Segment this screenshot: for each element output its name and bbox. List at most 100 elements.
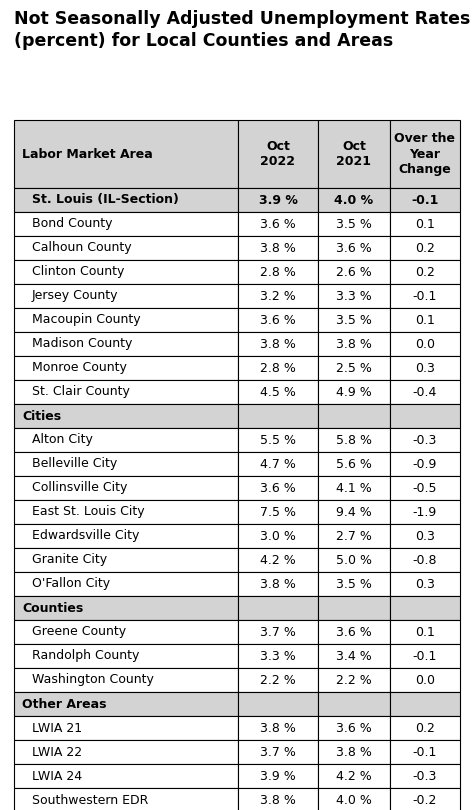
- Bar: [238, 380, 318, 404]
- Text: 4.1 %: 4.1 %: [336, 481, 372, 494]
- Bar: [14, 788, 238, 810]
- Bar: [390, 308, 460, 332]
- Text: 0.1: 0.1: [415, 313, 435, 326]
- Text: 3.8 %: 3.8 %: [336, 745, 372, 758]
- Text: 3.8 %: 3.8 %: [260, 794, 296, 807]
- Text: East St. Louis City: East St. Louis City: [32, 505, 145, 518]
- Text: -0.1: -0.1: [413, 650, 437, 663]
- Text: 9.4 %: 9.4 %: [336, 505, 372, 518]
- Bar: [14, 644, 238, 668]
- Text: 3.6 %: 3.6 %: [260, 218, 296, 231]
- Bar: [14, 428, 238, 452]
- Text: Calhoun County: Calhoun County: [32, 241, 132, 254]
- Text: 3.3 %: 3.3 %: [336, 289, 372, 302]
- Bar: [318, 356, 390, 380]
- Bar: [390, 788, 460, 810]
- Bar: [318, 740, 390, 764]
- Text: 3.2 %: 3.2 %: [260, 289, 296, 302]
- Text: 5.5 %: 5.5 %: [260, 433, 296, 446]
- Bar: [390, 476, 460, 500]
- Bar: [14, 572, 238, 596]
- Bar: [390, 500, 460, 524]
- Text: 0.3: 0.3: [415, 361, 435, 374]
- Text: Oct
2022: Oct 2022: [261, 140, 295, 168]
- Bar: [14, 260, 238, 284]
- Text: 4.0 %: 4.0 %: [336, 794, 372, 807]
- Text: 2.2 %: 2.2 %: [336, 673, 372, 687]
- Bar: [238, 188, 318, 212]
- Text: Madison County: Madison County: [32, 338, 132, 351]
- Bar: [14, 120, 238, 188]
- Bar: [390, 692, 460, 716]
- Bar: [318, 692, 390, 716]
- Bar: [238, 764, 318, 788]
- Text: 2.7 %: 2.7 %: [336, 530, 372, 543]
- Text: -0.8: -0.8: [413, 553, 437, 566]
- Bar: [390, 740, 460, 764]
- Bar: [318, 284, 390, 308]
- Bar: [238, 716, 318, 740]
- Bar: [390, 596, 460, 620]
- Bar: [14, 332, 238, 356]
- Text: 3.7 %: 3.7 %: [260, 625, 296, 638]
- Bar: [238, 260, 318, 284]
- Text: 4.9 %: 4.9 %: [336, 386, 372, 399]
- Bar: [318, 260, 390, 284]
- Bar: [14, 380, 238, 404]
- Text: 0.2: 0.2: [415, 722, 435, 735]
- Bar: [318, 380, 390, 404]
- Bar: [14, 620, 238, 644]
- Text: 2.6 %: 2.6 %: [336, 266, 372, 279]
- Text: -0.5: -0.5: [413, 481, 437, 494]
- Text: 5.8 %: 5.8 %: [336, 433, 372, 446]
- Text: 3.6 %: 3.6 %: [260, 481, 296, 494]
- Bar: [390, 428, 460, 452]
- Text: Not Seasonally Adjusted Unemployment Rates: Not Seasonally Adjusted Unemployment Rat…: [14, 10, 470, 28]
- Bar: [14, 212, 238, 236]
- Bar: [390, 284, 460, 308]
- Text: Washington County: Washington County: [32, 673, 154, 687]
- Text: 5.0 %: 5.0 %: [336, 553, 372, 566]
- Bar: [14, 524, 238, 548]
- Bar: [238, 332, 318, 356]
- Text: 3.5 %: 3.5 %: [336, 313, 372, 326]
- Bar: [318, 404, 390, 428]
- Text: Monroe County: Monroe County: [32, 361, 127, 374]
- Text: 3.6 %: 3.6 %: [336, 722, 372, 735]
- Text: 0.1: 0.1: [415, 625, 435, 638]
- Bar: [390, 524, 460, 548]
- Text: Clinton County: Clinton County: [32, 266, 124, 279]
- Bar: [318, 332, 390, 356]
- Text: 5.6 %: 5.6 %: [336, 458, 372, 471]
- Text: 3.5 %: 3.5 %: [336, 218, 372, 231]
- Bar: [238, 500, 318, 524]
- Text: -0.3: -0.3: [413, 433, 437, 446]
- Text: 3.3 %: 3.3 %: [260, 650, 296, 663]
- Text: (percent) for Local Counties and Areas: (percent) for Local Counties and Areas: [14, 32, 393, 50]
- Bar: [238, 572, 318, 596]
- Bar: [390, 644, 460, 668]
- Bar: [390, 548, 460, 572]
- Text: 4.5 %: 4.5 %: [260, 386, 296, 399]
- Text: 0.2: 0.2: [415, 241, 435, 254]
- Text: 3.7 %: 3.7 %: [260, 745, 296, 758]
- Text: Edwardsville City: Edwardsville City: [32, 530, 139, 543]
- Bar: [318, 644, 390, 668]
- Text: 0.1: 0.1: [415, 218, 435, 231]
- Bar: [238, 524, 318, 548]
- Text: 4.2 %: 4.2 %: [336, 770, 372, 782]
- Text: -0.1: -0.1: [413, 289, 437, 302]
- Bar: [238, 404, 318, 428]
- Bar: [238, 428, 318, 452]
- Bar: [238, 452, 318, 476]
- Text: Over the
Year
Change: Over the Year Change: [394, 132, 456, 176]
- Bar: [238, 120, 318, 188]
- Text: 3.9 %: 3.9 %: [260, 770, 296, 782]
- Bar: [390, 332, 460, 356]
- Bar: [238, 476, 318, 500]
- Text: Counties: Counties: [22, 602, 83, 615]
- Text: Macoupin County: Macoupin County: [32, 313, 141, 326]
- Bar: [14, 668, 238, 692]
- Bar: [318, 236, 390, 260]
- Text: 0.2: 0.2: [415, 266, 435, 279]
